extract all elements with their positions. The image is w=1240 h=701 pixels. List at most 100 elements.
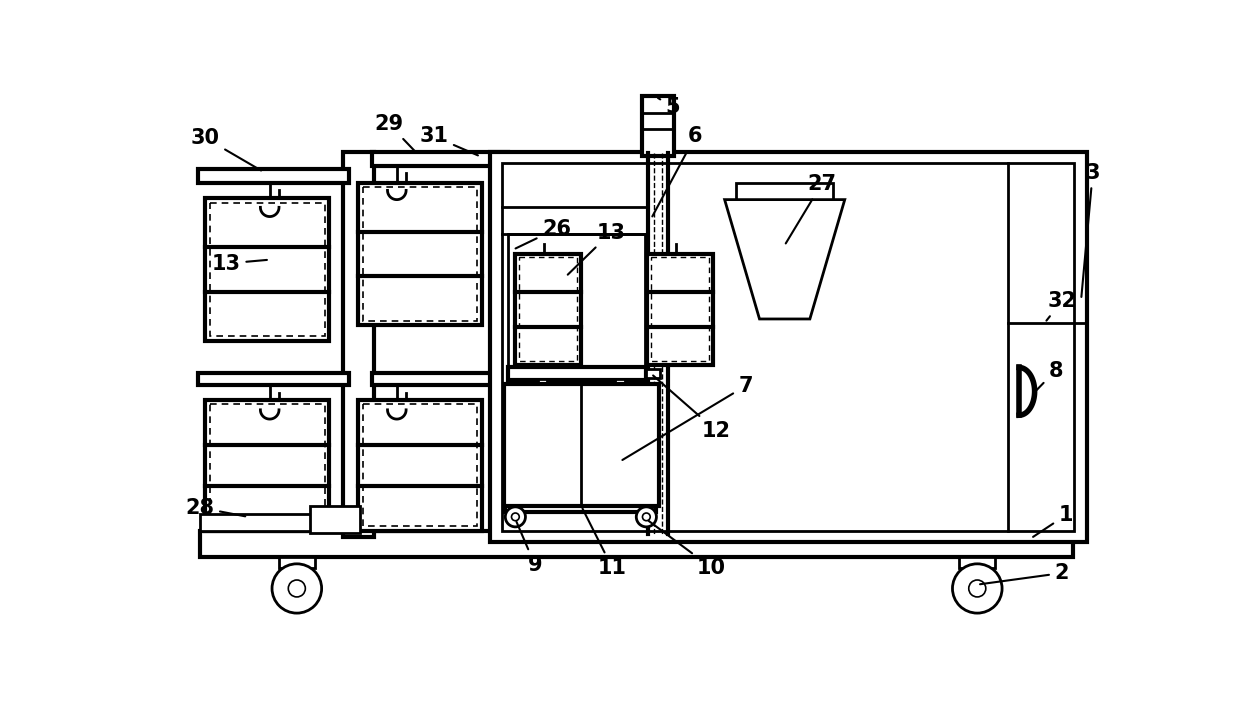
Circle shape bbox=[544, 333, 548, 336]
Circle shape bbox=[594, 257, 596, 259]
Circle shape bbox=[552, 340, 556, 343]
Circle shape bbox=[565, 319, 569, 322]
Circle shape bbox=[587, 374, 590, 378]
Circle shape bbox=[642, 367, 646, 371]
Circle shape bbox=[510, 305, 513, 308]
Circle shape bbox=[635, 347, 639, 350]
Bar bbox=[363, 187, 477, 320]
Circle shape bbox=[565, 374, 569, 378]
Bar bbox=[585, 390, 655, 498]
Circle shape bbox=[615, 319, 618, 322]
Circle shape bbox=[517, 367, 520, 371]
Circle shape bbox=[538, 319, 541, 322]
Circle shape bbox=[544, 326, 548, 329]
Text: 1: 1 bbox=[1033, 505, 1073, 537]
Circle shape bbox=[594, 374, 596, 378]
Circle shape bbox=[552, 285, 556, 287]
Circle shape bbox=[525, 278, 527, 280]
Circle shape bbox=[565, 305, 569, 308]
Circle shape bbox=[510, 271, 513, 273]
Circle shape bbox=[642, 271, 646, 273]
Circle shape bbox=[587, 257, 590, 259]
Circle shape bbox=[552, 264, 556, 266]
Circle shape bbox=[531, 278, 534, 280]
Circle shape bbox=[600, 326, 604, 329]
Circle shape bbox=[544, 285, 548, 287]
Circle shape bbox=[510, 367, 513, 371]
Circle shape bbox=[580, 291, 583, 294]
Text: 6: 6 bbox=[652, 126, 702, 217]
Circle shape bbox=[510, 347, 513, 350]
Circle shape bbox=[608, 319, 611, 322]
Circle shape bbox=[565, 243, 569, 246]
Circle shape bbox=[538, 360, 541, 364]
Circle shape bbox=[615, 243, 618, 246]
Text: 13: 13 bbox=[568, 223, 625, 275]
Circle shape bbox=[510, 319, 513, 322]
Circle shape bbox=[525, 319, 527, 322]
Circle shape bbox=[544, 291, 548, 294]
Bar bbox=[507, 390, 578, 498]
Circle shape bbox=[642, 326, 646, 329]
Circle shape bbox=[538, 353, 541, 357]
Circle shape bbox=[635, 367, 639, 371]
Circle shape bbox=[510, 243, 513, 246]
Circle shape bbox=[580, 374, 583, 378]
Circle shape bbox=[538, 326, 541, 329]
Circle shape bbox=[600, 333, 604, 336]
Circle shape bbox=[525, 271, 527, 273]
Circle shape bbox=[538, 236, 541, 239]
Circle shape bbox=[510, 291, 513, 294]
Circle shape bbox=[559, 298, 562, 301]
Bar bbox=[615, 379, 625, 390]
Text: 2: 2 bbox=[980, 563, 1069, 584]
Circle shape bbox=[642, 513, 650, 521]
Bar bbox=[206, 400, 330, 531]
Circle shape bbox=[629, 264, 631, 266]
Circle shape bbox=[635, 250, 639, 253]
Circle shape bbox=[615, 353, 618, 357]
Circle shape bbox=[580, 347, 583, 350]
Circle shape bbox=[594, 243, 596, 246]
Circle shape bbox=[621, 250, 625, 253]
Bar bbox=[651, 257, 709, 361]
Circle shape bbox=[544, 305, 548, 308]
Circle shape bbox=[552, 271, 556, 273]
Circle shape bbox=[608, 340, 611, 343]
Circle shape bbox=[538, 374, 541, 378]
Circle shape bbox=[629, 353, 631, 357]
Text: 30: 30 bbox=[191, 128, 262, 170]
Circle shape bbox=[580, 278, 583, 280]
Circle shape bbox=[552, 236, 556, 239]
Circle shape bbox=[642, 264, 646, 266]
Bar bbox=[200, 514, 358, 531]
Polygon shape bbox=[724, 200, 844, 319]
Circle shape bbox=[544, 367, 548, 371]
Circle shape bbox=[559, 243, 562, 246]
Text: 13: 13 bbox=[212, 254, 267, 273]
Circle shape bbox=[629, 271, 631, 273]
Circle shape bbox=[642, 298, 646, 301]
Circle shape bbox=[573, 236, 575, 239]
Circle shape bbox=[642, 333, 646, 336]
Circle shape bbox=[517, 360, 520, 364]
Text: 8: 8 bbox=[1037, 360, 1063, 390]
Circle shape bbox=[594, 305, 596, 308]
Circle shape bbox=[538, 305, 541, 308]
Circle shape bbox=[580, 367, 583, 371]
Circle shape bbox=[525, 367, 527, 371]
Circle shape bbox=[559, 312, 562, 315]
Circle shape bbox=[615, 271, 618, 273]
Circle shape bbox=[635, 326, 639, 329]
Circle shape bbox=[642, 360, 646, 364]
Circle shape bbox=[615, 291, 618, 294]
Circle shape bbox=[594, 278, 596, 280]
Circle shape bbox=[580, 360, 583, 364]
Circle shape bbox=[642, 243, 646, 246]
Circle shape bbox=[608, 257, 611, 259]
Circle shape bbox=[552, 298, 556, 301]
Circle shape bbox=[573, 312, 575, 315]
Circle shape bbox=[629, 305, 631, 308]
Circle shape bbox=[565, 257, 569, 259]
Circle shape bbox=[615, 367, 618, 371]
